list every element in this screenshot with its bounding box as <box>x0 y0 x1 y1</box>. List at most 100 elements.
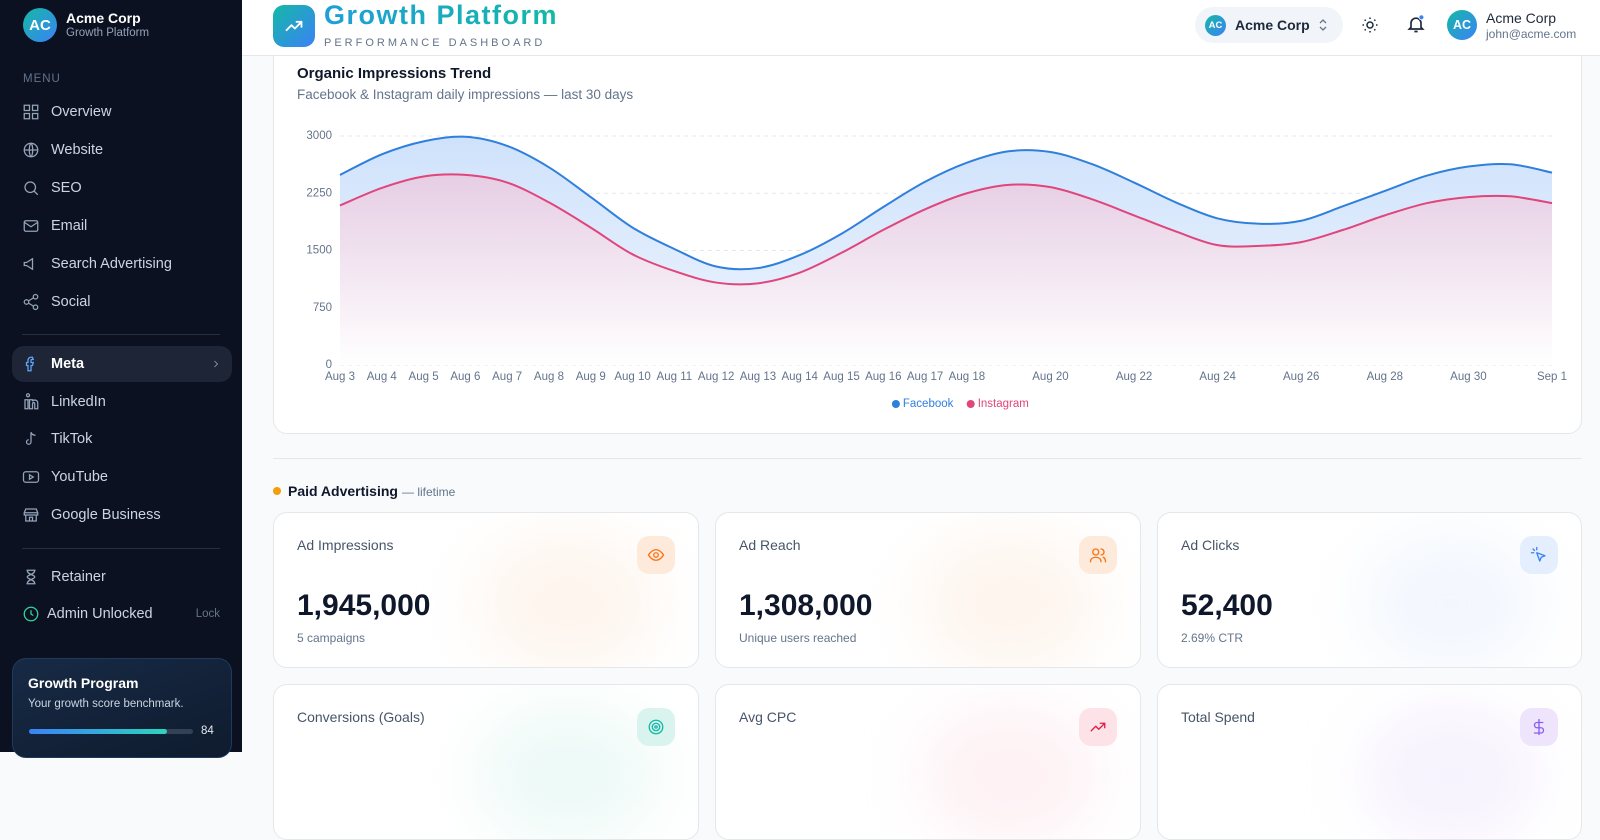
admin-label: Admin Unlocked <box>47 606 153 622</box>
x-tick-label: Aug 22 <box>1116 371 1152 383</box>
nav-item[interactable]: Website <box>12 132 232 168</box>
kpi-card: Ad Clicks 52,400 2.69% CTR <box>1157 512 1582 668</box>
kpi-value: 1,308,000 <box>739 589 873 622</box>
nav-item[interactable]: LinkedIn <box>12 384 232 420</box>
kpi-sub: 2.69% CTR <box>1181 631 1244 645</box>
section-dot <box>273 487 281 495</box>
nav-label: Overview <box>51 104 112 120</box>
growth-fill <box>29 729 167 734</box>
org-switcher[interactable]: AC Acme Corp <box>1195 7 1343 43</box>
brand-name: Acme Corp <box>66 10 141 26</box>
kpi-value: 52,400 <box>1181 589 1273 622</box>
chart-card: Organic Impressions Trend Facebook & Ins… <box>273 0 1582 434</box>
nav-label: SEO <box>51 180 82 196</box>
user-avatar[interactable]: AC <box>1447 10 1477 40</box>
nav-label: Search Advertising <box>51 256 172 272</box>
kpi-icon <box>637 536 675 574</box>
x-tick-label: Aug 6 <box>450 371 480 383</box>
lock-button[interactable]: Lock <box>195 608 220 620</box>
kpi-card: Ad Impressions 1,945,000 5 campaigns <box>273 512 699 668</box>
x-tick-label: Aug 12 <box>698 371 734 383</box>
nav-label: LinkedIn <box>51 394 106 410</box>
nav-item[interactable]: TikTok <box>12 421 232 457</box>
x-tick-label: Aug 24 <box>1199 371 1236 383</box>
x-tick-label: Aug 5 <box>409 371 439 383</box>
nav-item[interactable]: Search Advertising <box>12 246 232 282</box>
kpi-label: Total Spend <box>1181 709 1255 725</box>
kpi-card: Conversions (Goals) <box>273 684 699 840</box>
growth-track <box>29 729 193 734</box>
y-tick-label: 1500 <box>306 245 332 257</box>
kpi-card: Total Spend <box>1157 684 1582 840</box>
growth-card: Growth Program Your growth score benchma… <box>12 658 232 758</box>
kpi-label: Ad Clicks <box>1181 537 1240 553</box>
menu-label: MENU <box>23 73 61 85</box>
notifications[interactable] <box>1406 14 1426 34</box>
nav-item[interactable]: Email <box>12 208 232 244</box>
x-tick-label: Aug 26 <box>1283 371 1319 383</box>
x-tick-label: Aug 11 <box>657 371 693 383</box>
nav-label: TikTok <box>51 431 93 447</box>
x-tick-label: Aug 17 <box>907 371 943 383</box>
logo <box>273 5 315 47</box>
x-tick-label: Aug 9 <box>576 371 606 383</box>
nav-item[interactable]: SEO <box>12 170 232 206</box>
nav-label: Retainer <box>51 569 106 585</box>
y-tick-label: 0 <box>326 359 332 371</box>
org-name: Acme Corp <box>1235 17 1310 33</box>
kpi-sub: Unique users reached <box>739 631 857 645</box>
nav-label: Google Business <box>51 507 161 523</box>
admin-row[interactable]: Admin Unlocked Lock <box>12 596 232 632</box>
x-tick-label: Aug 13 <box>740 371 776 383</box>
kpi-icon <box>637 708 675 746</box>
nav-label: Website <box>51 142 104 158</box>
kpi-card: Avg CPC <box>715 684 1141 840</box>
nav-item[interactable]: Social <box>12 284 232 320</box>
nav-label: YouTube <box>51 469 108 485</box>
main: Organic Impressions Trend Facebook & Ins… <box>242 0 1600 840</box>
growth-score: 84 <box>201 725 214 737</box>
org-avatar: AC <box>1205 15 1226 36</box>
kpi-label: Ad Impressions <box>297 537 394 553</box>
x-tick-label: Aug 8 <box>534 371 564 383</box>
nav-item[interactable]: YouTube <box>12 459 232 495</box>
kpi-icon <box>1520 708 1558 746</box>
y-tick-label: 2250 <box>306 187 332 199</box>
kpi-icon <box>1520 536 1558 574</box>
nav-item[interactable]: Overview <box>12 94 232 130</box>
nav-label: Email <box>51 218 88 234</box>
nav-item-active[interactable]: Meta <box>12 346 232 382</box>
x-tick-label: Aug 14 <box>781 371 818 383</box>
kpi-label: Conversions (Goals) <box>297 709 425 725</box>
legend-label: Instagram <box>978 398 1029 410</box>
section-divider <box>273 458 1582 459</box>
section-title: Paid Advertising <box>288 483 398 499</box>
nav-label: Social <box>51 294 91 310</box>
y-tick-label: 750 <box>313 302 332 314</box>
x-tick-label: Aug 16 <box>865 371 901 383</box>
legend-label: Facebook <box>903 398 954 410</box>
nav-item[interactable]: Retainer <box>12 559 232 595</box>
nav-item[interactable]: Google Business <box>12 497 232 533</box>
chart-title: Organic Impressions Trend <box>297 65 492 82</box>
x-tick-label: Aug 20 <box>1032 371 1068 383</box>
chart-subtitle: Facebook & Instagram daily impressions —… <box>297 87 634 102</box>
brand-avatar: AC <box>23 8 57 42</box>
divider <box>22 334 220 335</box>
header: Growth Platform PERFORMANCE DASHBOARD AC… <box>242 0 1600 56</box>
brand-subtitle: Growth Platform <box>66 27 150 39</box>
nav-label: Meta <box>51 356 85 372</box>
section-suffix: — lifetime <box>402 485 456 499</box>
divider <box>22 548 220 549</box>
legend-swatch <box>966 400 975 408</box>
x-tick-label: Aug 4 <box>367 371 398 383</box>
x-tick-label: Aug 28 <box>1367 371 1403 383</box>
user-name: Acme Corp <box>1486 10 1557 26</box>
app-title: Growth Platform <box>324 0 559 30</box>
series-area <box>340 174 1552 365</box>
x-tick-label: Aug 18 <box>949 371 985 383</box>
app-subtitle: PERFORMANCE DASHBOARD <box>324 37 546 49</box>
theme-toggle[interactable] <box>1361 16 1379 34</box>
series-line <box>339 173 1553 286</box>
